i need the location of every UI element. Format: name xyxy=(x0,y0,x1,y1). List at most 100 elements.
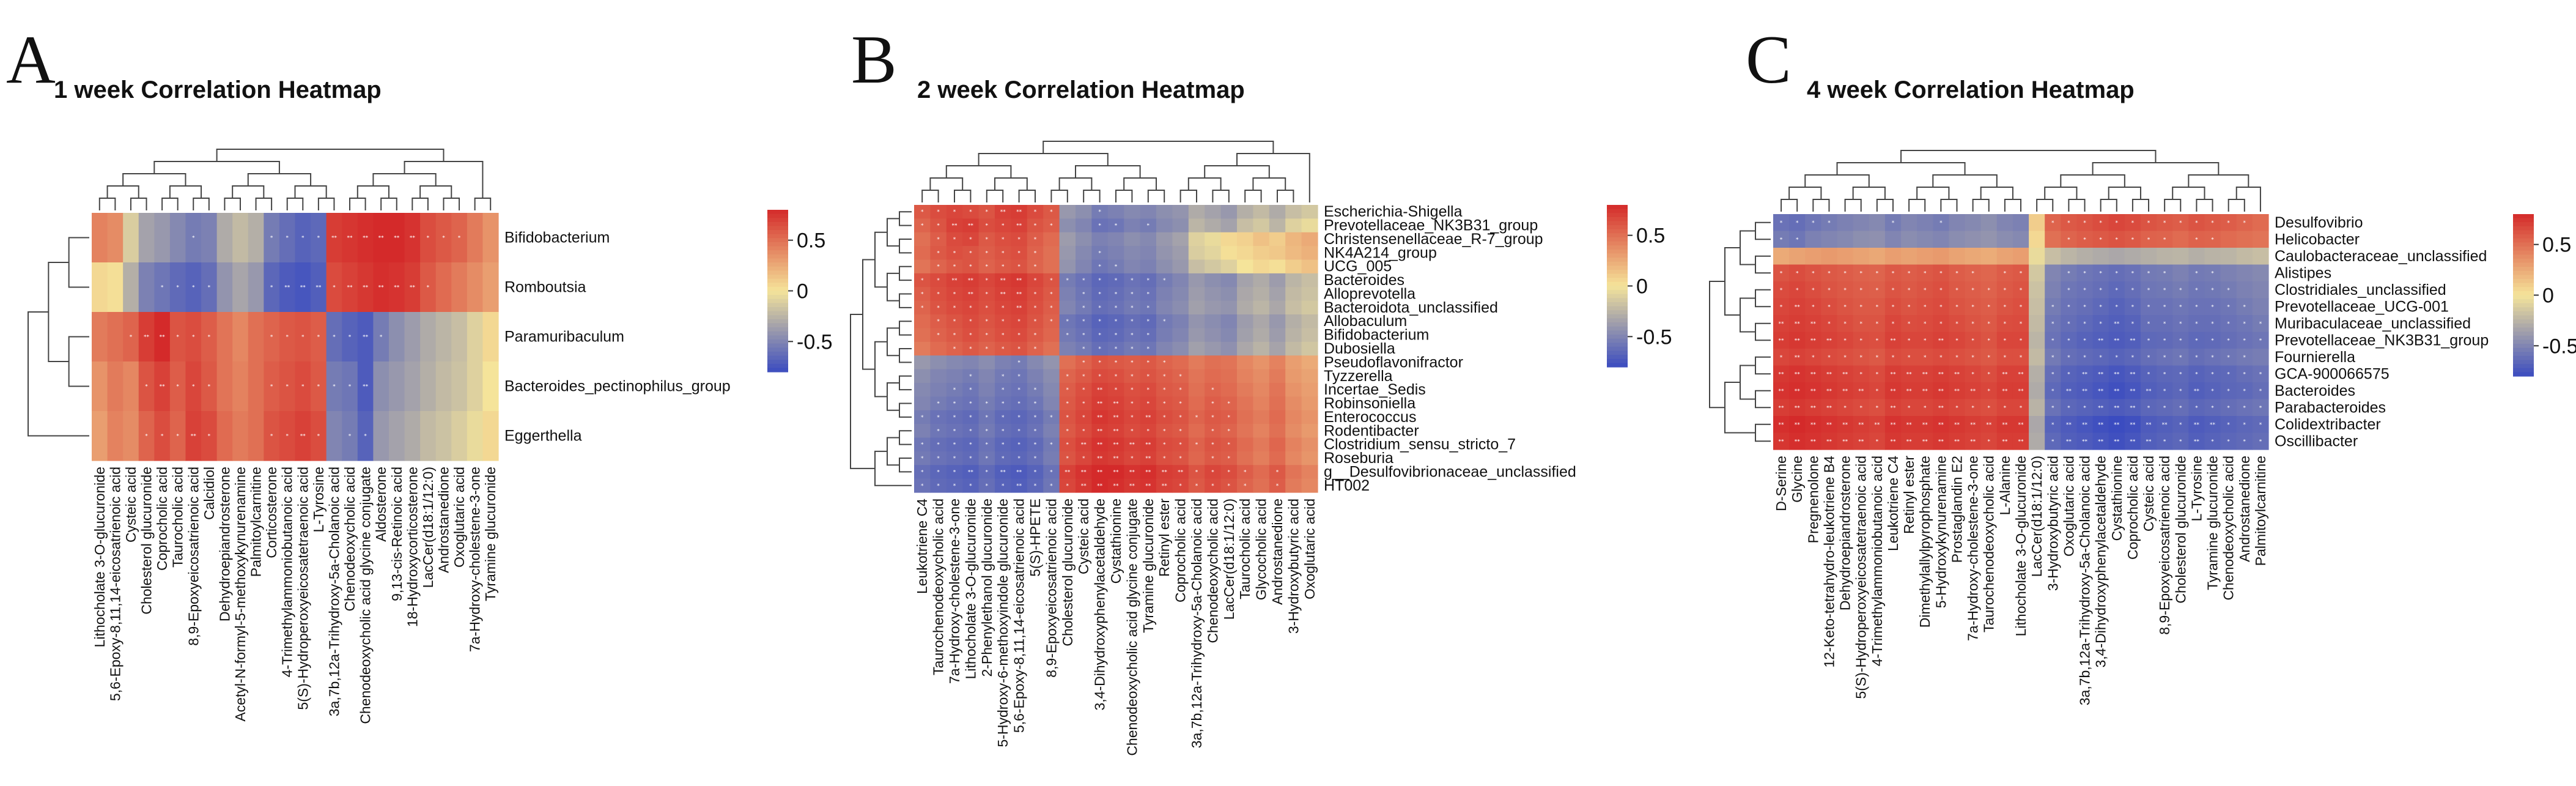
panel-a-cell-r1-c15 xyxy=(326,262,342,313)
panel-c-column-label: Lithocholate 3-O-glucuronide xyxy=(2013,456,2029,636)
panel-a-column-label: Palmitoylcarnitine xyxy=(248,467,264,577)
panel-c-cell-r13-c19 xyxy=(2076,432,2094,450)
panel-b-sig-r3-c1: * xyxy=(937,250,940,256)
panel-c-sig-r4-c0: * xyxy=(1780,287,1783,294)
panel-a-cell-r1-c14 xyxy=(311,262,327,313)
panel-c-cell-r6-c2 xyxy=(1805,315,1821,333)
panel-c-sig-r10-c2: ** xyxy=(1810,388,1817,395)
panel-b-sig-r18-c12: ** xyxy=(1113,456,1120,462)
panel-b-cell-r1-c3 xyxy=(962,218,980,233)
panel-c-cell-r2-c15 xyxy=(2012,248,2029,265)
panel-c-cell-r7-c30 xyxy=(2252,332,2269,349)
panel-b-cell-r0-c0 xyxy=(914,205,931,219)
panel-c-sig-r6-c6: * xyxy=(1876,321,1879,327)
panel-c-cell-r8-c1 xyxy=(1789,349,1806,366)
panel-c-sig-r11-c10: ** xyxy=(1938,405,1944,411)
panel-b-cell-r11-c24 xyxy=(1301,355,1318,370)
panel-a-sig-r2-c2: * xyxy=(130,335,133,341)
panel-c-sig-r5-c4: * xyxy=(1843,304,1847,310)
panel-c-sig-r6-c26: * xyxy=(2195,321,2198,327)
panel-b-sig-r15-c7: * xyxy=(1034,415,1037,421)
panel-a-cell-r3-c1 xyxy=(107,361,124,412)
panel-c-cell-r8-c29 xyxy=(2236,349,2253,366)
panel-c-sig-r4-c28: * xyxy=(2227,287,2230,294)
panel-b-cell-r1-c20 xyxy=(1237,218,1253,233)
panel-b-sig-r5-c1: * xyxy=(937,278,940,284)
panel-b-cell-r20-c6 xyxy=(1011,478,1028,493)
panel-a: A1 week Correlation Heatmap* * * * * ** ** ** **… xyxy=(6,22,833,724)
panel-b-sig-r7-c8: * xyxy=(1050,305,1053,311)
panel-b-column-label: Chenodeoxycholic acid xyxy=(1205,499,1220,643)
panel-b-sig-r4-c7: * xyxy=(1034,264,1037,270)
panel-b-sig-r17-c8: * xyxy=(1050,442,1053,448)
panel-a-cell-r1-c0 xyxy=(92,262,108,313)
panel-c-cell-r5-c7 xyxy=(1884,298,1902,316)
panel-b-cell-r9-c3 xyxy=(962,328,980,343)
panel-b-cell-r17-c9 xyxy=(1059,437,1076,452)
panel-b-column-label: Oxoglutaric acid xyxy=(1302,499,1318,599)
panel-b-rowdendro-link-4 xyxy=(899,293,912,308)
panel-c-colorbar-tick-label: 0 xyxy=(2542,284,2554,308)
panel-b-cell-r20-c18 xyxy=(1205,478,1222,493)
panel-b-cell-r1-c2 xyxy=(946,218,963,233)
panel-b-sig-r1-c3: ** xyxy=(968,223,974,229)
panel-c-cell-r8-c4 xyxy=(1837,349,1854,366)
panel-b-sig-r0-c3: * xyxy=(969,209,972,215)
panel-b-coldendro-link-4 xyxy=(1018,190,1036,202)
panel-b-cell-r20-c22 xyxy=(1269,478,1286,493)
panel-b-sig-r8-c9: * xyxy=(1066,319,1069,325)
panel-c-cell-r0-c8 xyxy=(1901,214,1917,232)
panel-a-cell-r4-c13 xyxy=(295,411,311,461)
panel-c-cell-r6-c14 xyxy=(1996,315,2013,333)
panel-c-cell-r0-c28 xyxy=(2220,214,2237,232)
panel-c-cell-r1-c15 xyxy=(2012,231,2029,248)
panel-c-cell-r7-c16 xyxy=(2029,332,2045,349)
panel-c-sig-r5-c1: ** xyxy=(1795,304,1801,310)
panel-b-cell-r13-c21 xyxy=(1253,382,1270,397)
panel-c-sig-r6-c3: * xyxy=(1828,321,1831,327)
panel-a-sig-r1-c16: ** xyxy=(347,285,353,291)
panel-c-sig-r11-c12: * xyxy=(1971,405,1974,411)
panel-c-sig-r0-c1: * xyxy=(1796,220,1799,226)
panel-b-sig-r0-c5: ** xyxy=(1000,209,1006,215)
panel-c-sig-r0-c18: * xyxy=(2067,220,2070,226)
panel-b-cell-r10-c24 xyxy=(1301,341,1318,356)
panel-c-cell-r0-c4 xyxy=(1837,214,1854,232)
panel-b-sig-r19-c0: * xyxy=(921,469,924,475)
panel-b-sig-r3-c5: * xyxy=(1002,250,1005,256)
panel-a-coldendro-link-17 xyxy=(356,185,389,198)
panel-b-cell-r8-c20 xyxy=(1237,314,1253,329)
panel-c-cell-r2-c2 xyxy=(1805,248,1821,265)
panel-a-cell-r4-c21 xyxy=(420,411,437,461)
panel-c-cell-r6-c16 xyxy=(2029,315,2045,333)
panel-c-cell-r0-c30 xyxy=(2252,214,2269,232)
panel-b-cell-r5-c19 xyxy=(1220,273,1238,287)
panel-b-sig-r5-c3: ** xyxy=(968,278,974,284)
panel-c-cell-r12-c12 xyxy=(1965,416,1982,434)
panel-b-cell-r4-c5 xyxy=(995,259,1011,274)
panel-c-cell-r9-c0 xyxy=(1773,365,1790,383)
panel-c-sig-r4-c19: * xyxy=(2083,287,2086,294)
panel-b-sig-r8-c10: * xyxy=(1082,319,1085,325)
panel-c-colorbar-segment xyxy=(2513,364,2534,369)
panel-b-cell-r10-c11 xyxy=(1091,341,1109,356)
panel-b-sig-r12-c6: * xyxy=(1017,374,1020,380)
panel-a-sig-r3-c3: * xyxy=(145,384,148,390)
panel-c-cell-r13-c27 xyxy=(2204,432,2221,450)
panel-a-cell-r0-c14 xyxy=(311,213,327,263)
panel-b-sig-r20-c20: * xyxy=(1244,483,1247,489)
panel-b-sig-r16-c10: * xyxy=(1082,428,1085,434)
panel-b-sig-r17-c4: * xyxy=(986,442,989,448)
panel-c-sig-r4-c9: * xyxy=(1924,287,1927,294)
panel-c-cell-r3-c0 xyxy=(1773,264,1790,282)
panel-c-cell-r7-c29 xyxy=(2236,332,2253,349)
panel-a-sig-r2-c13: * xyxy=(301,335,304,341)
panel-b-cell-r13-c17 xyxy=(1188,382,1205,397)
panel-b-sig-r0-c6: ** xyxy=(1016,209,1022,215)
panel-b-colorbar: 0.50-0.5 xyxy=(1607,205,1672,368)
panel-b-cell-r15-c12 xyxy=(1107,410,1124,425)
panel-c-sig-r12-c24: ** xyxy=(2162,422,2168,428)
panel-b-colorbar-segment xyxy=(1607,205,1628,210)
panel-c-row-label: Bacteroides xyxy=(2275,382,2355,399)
panel-c-cell-r4-c24 xyxy=(2157,281,2173,299)
